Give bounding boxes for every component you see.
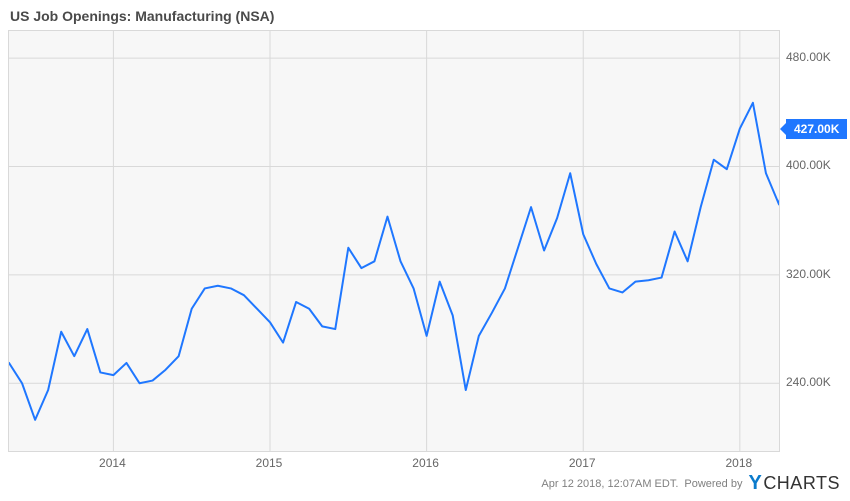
footer-powered: Powered by (684, 478, 742, 490)
value-flag: 427.00K (786, 119, 847, 139)
chart-title: US Job Openings: Manufacturing (NSA) (10, 8, 274, 24)
ycharts-logo-rest: CHARTS (763, 473, 840, 494)
x-axis-label: 2014 (99, 456, 126, 470)
x-axis-label: 2016 (412, 456, 439, 470)
ycharts-logo: YCHARTS (748, 472, 840, 495)
chart-svg (9, 31, 779, 451)
y-axis-label: 240.00K (786, 375, 846, 389)
y-axis-label: 320.00K (786, 267, 846, 281)
y-axis-label: 400.00K (786, 158, 846, 172)
ycharts-logo-y: Y (748, 472, 762, 495)
plot-area (8, 30, 780, 452)
x-axis-label: 2017 (569, 456, 596, 470)
x-axis-label: 2018 (725, 456, 752, 470)
footer-timestamp: Apr 12 2018, 12:07AM EDT. (541, 478, 678, 490)
x-axis-label: 2015 (256, 456, 283, 470)
y-axis-label: 480.00K (786, 50, 846, 64)
chart-container: US Job Openings: Manufacturing (NSA) Apr… (0, 0, 850, 501)
chart-footer: Apr 12 2018, 12:07AM EDT. Powered by YCH… (541, 472, 840, 495)
